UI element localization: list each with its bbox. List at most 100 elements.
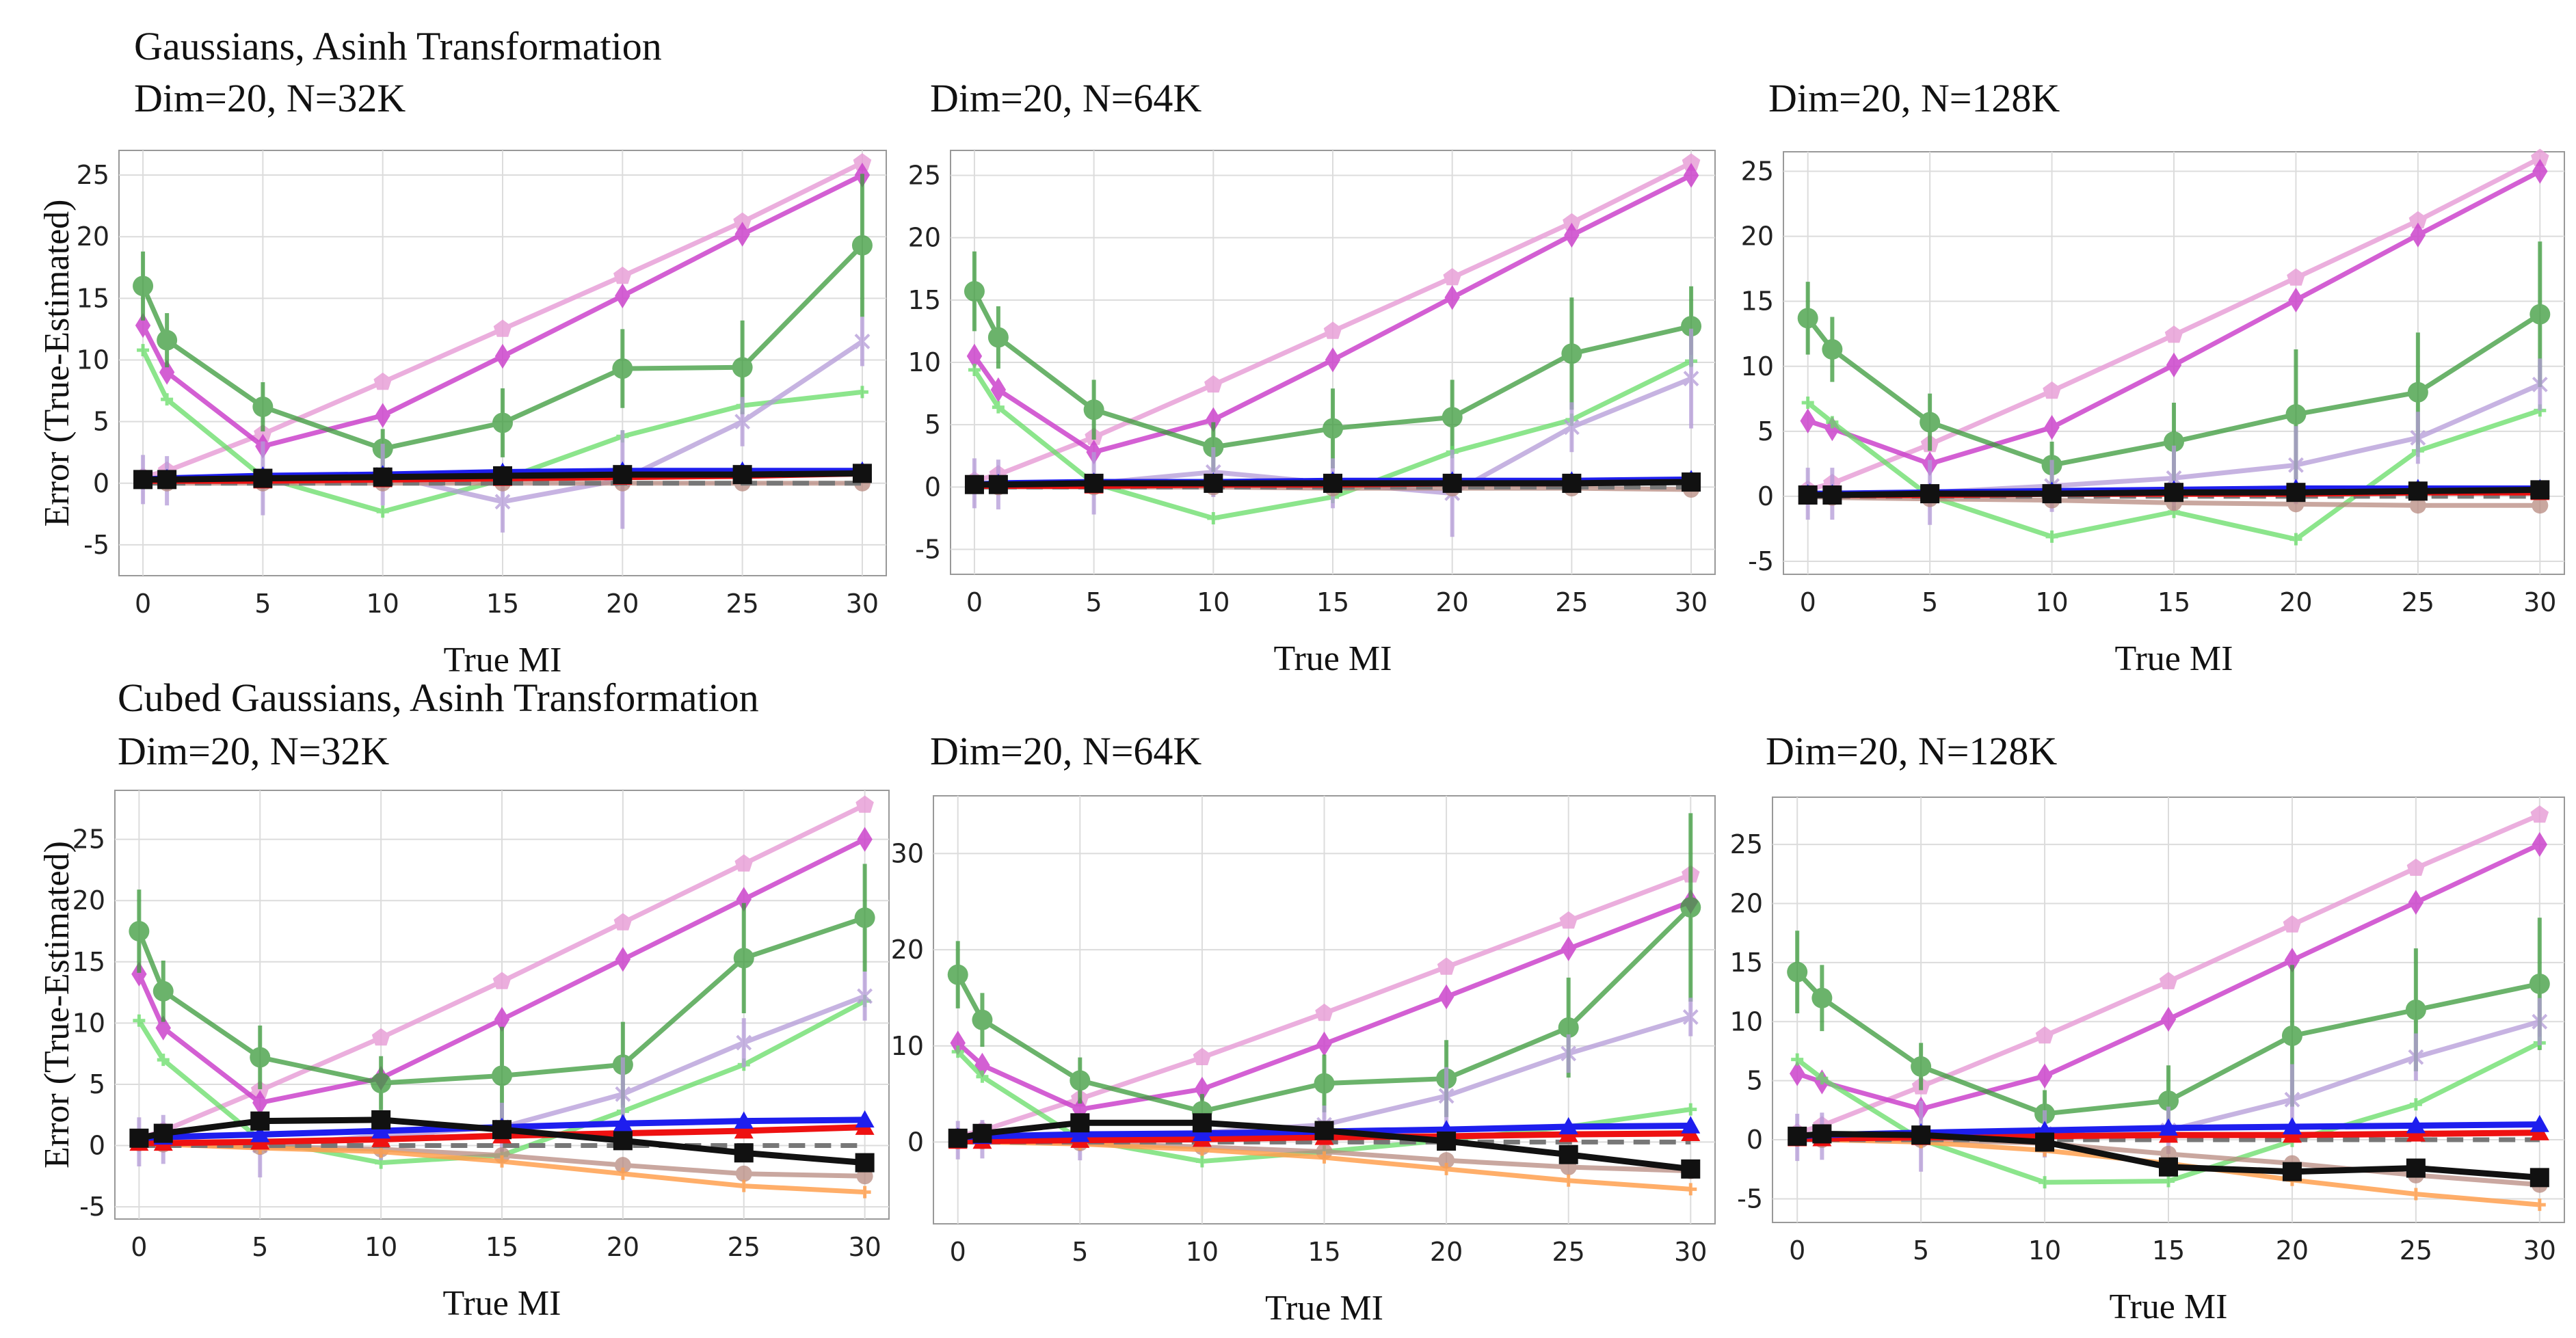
series-pink <box>948 865 1700 1145</box>
data-point <box>2408 211 2428 229</box>
data-point <box>2529 1168 2549 1188</box>
data-point <box>1070 1125 1090 1142</box>
data-point <box>375 403 390 428</box>
x-tick-label: 5 <box>254 589 271 619</box>
x-tick-label: 25 <box>1555 587 1588 617</box>
series-darkgreen <box>1797 241 2551 489</box>
series-black <box>1798 480 2550 505</box>
x-tick-label: 30 <box>2523 587 2556 617</box>
series-line <box>137 999 866 1166</box>
series-darkgreen <box>129 864 875 1125</box>
y-tick-label: 5 <box>93 407 109 437</box>
data-point <box>1811 987 1833 1008</box>
data-point <box>373 467 393 487</box>
data-point <box>159 360 175 385</box>
y-tick-label: 0 <box>907 1127 924 1157</box>
data-point <box>254 424 272 442</box>
data-point <box>1822 485 1842 505</box>
data-point <box>964 474 984 494</box>
x-tick-label: 10 <box>2028 1235 2061 1266</box>
x-tick-label: 10 <box>1197 587 1230 617</box>
data-point <box>613 1114 633 1132</box>
data-point <box>858 1186 871 1199</box>
data-point <box>1682 153 1701 171</box>
data-point <box>1070 1070 1091 1091</box>
data-point <box>855 795 874 813</box>
y-tick-label: 20 <box>891 935 924 965</box>
data-point <box>972 1123 992 1143</box>
data-point <box>1561 1045 1577 1062</box>
series-line <box>957 1119 1691 1173</box>
data-point <box>1192 1123 1212 1141</box>
data-point <box>1438 1152 1455 1169</box>
x-tick-label: 10 <box>2035 587 2068 617</box>
data-point <box>964 281 985 302</box>
y-tick-label: -5 <box>83 530 109 560</box>
data-point <box>1559 911 1578 929</box>
data-point <box>492 972 512 989</box>
data-point <box>252 1090 268 1116</box>
x-tick-label: 15 <box>2152 1235 2185 1266</box>
data-point <box>966 343 983 369</box>
data-point <box>734 1121 754 1139</box>
x-tick-label: 5 <box>1922 587 1938 617</box>
series-line <box>974 161 1692 483</box>
series-line <box>972 290 1692 450</box>
data-point <box>1192 1113 1212 1133</box>
data-point <box>2284 1091 2300 1108</box>
x-tick-label: 30 <box>1674 1237 1707 1267</box>
y-tick-label: 25 <box>1741 157 1774 187</box>
chart-panel-1: 0 5 10 15 20 25 30 -5 0 5 10 15 20 25 True MI Error (Tr… <box>38 150 887 680</box>
x-axis-label: True MI <box>2110 1287 2228 1326</box>
x-tick-label: 20 <box>2276 1235 2309 1266</box>
data-point <box>733 212 752 230</box>
data-point <box>157 330 178 351</box>
data-point <box>1816 1072 1829 1085</box>
data-point <box>992 401 1005 414</box>
x-tick-label: 25 <box>728 1232 760 1262</box>
data-point <box>2532 1013 2548 1030</box>
data-point <box>988 474 1008 494</box>
data-point <box>2159 972 2178 989</box>
series-darkgreen <box>947 813 1701 1129</box>
y-tick-label: 0 <box>89 1131 105 1161</box>
data-point <box>2410 429 2426 446</box>
data-point <box>2533 1199 2546 1212</box>
data-point <box>157 1054 170 1067</box>
data-point <box>1826 416 1839 429</box>
data-point <box>857 988 873 1004</box>
data-point <box>129 1128 149 1148</box>
data-point <box>951 1045 964 1058</box>
data-point <box>2531 148 2549 166</box>
data-point <box>133 276 154 297</box>
series-line <box>140 172 864 449</box>
x-tick-label: 20 <box>1436 587 1469 617</box>
data-point <box>1437 1132 1457 1151</box>
data-point <box>1682 1009 1699 1025</box>
series-line <box>138 803 866 1141</box>
data-point <box>250 1111 270 1131</box>
y-tick-label: 25 <box>908 160 941 190</box>
x-tick-label: 5 <box>1072 1237 1088 1267</box>
data-point <box>2282 1162 2302 1181</box>
data-point <box>1681 1159 1701 1179</box>
data-point <box>1316 1031 1332 1057</box>
data-point <box>2409 1098 2422 1111</box>
data-point <box>1683 371 1699 387</box>
data-point <box>2530 480 2550 500</box>
data-point <box>1911 1056 1932 1077</box>
data-point <box>1681 316 1702 337</box>
data-point <box>1563 213 1581 231</box>
data-point <box>1561 343 1582 364</box>
data-point <box>852 464 872 483</box>
data-point <box>371 1110 391 1129</box>
chart-panel-4: 0 5 10 15 20 25 30 -5 0 5 10 15 20 25 True MI Error (Tr… <box>38 790 890 1323</box>
data-point <box>976 1070 989 1083</box>
data-point <box>2159 1118 2178 1136</box>
series-line <box>1807 156 2541 492</box>
data-point <box>972 1009 993 1030</box>
data-point <box>2289 533 2302 546</box>
data-point <box>2045 530 2058 543</box>
data-point <box>734 1111 754 1129</box>
data-point <box>250 1047 271 1068</box>
